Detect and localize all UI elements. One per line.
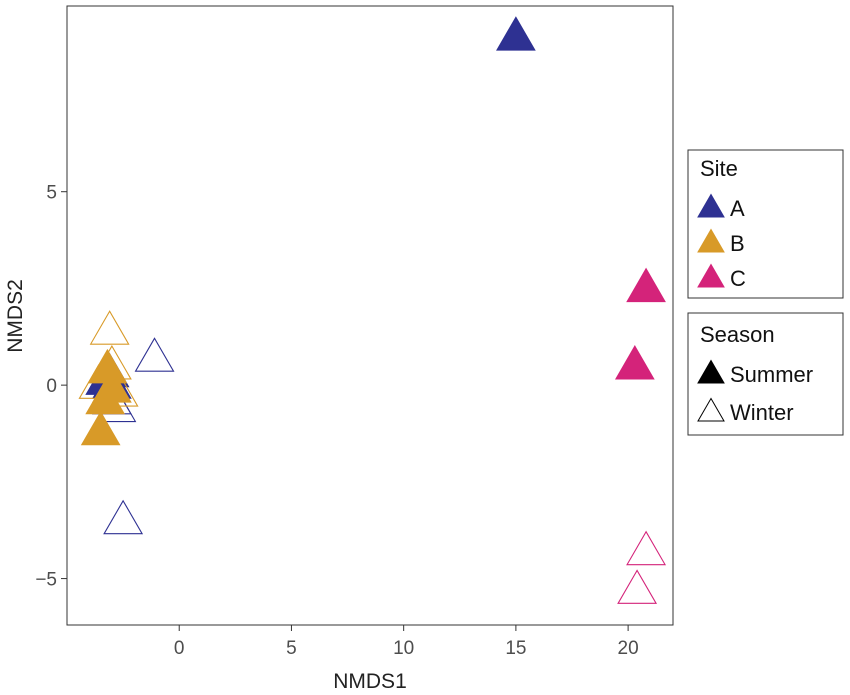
data-points xyxy=(78,16,667,604)
point-site-b-winter xyxy=(78,364,119,399)
point-site-b-winter xyxy=(98,372,139,407)
legend-season: Season Summer Winter xyxy=(687,312,844,436)
legend-site-c-symbol xyxy=(697,263,725,288)
x-axis: 0 5 10 15 20 xyxy=(174,625,639,659)
point-site-a-winter xyxy=(103,499,144,535)
y-tick-label: 5 xyxy=(46,183,57,204)
legend-site: Site ABC xyxy=(687,149,844,299)
point-site-c-summer xyxy=(614,345,655,380)
point-site-c-summer xyxy=(626,267,666,303)
x-tick-label: 10 xyxy=(393,638,414,659)
legend-season-summer-label: Summer xyxy=(730,362,813,387)
legend-site-b-label: B xyxy=(730,231,745,256)
legend-site-title: Site xyxy=(700,156,738,181)
y-tick-label: −5 xyxy=(35,570,57,591)
point-site-c-winter xyxy=(617,569,658,604)
legend-season-winter-symbol xyxy=(697,397,725,422)
legend-season-title: Season xyxy=(700,322,775,347)
point-site-a-summer xyxy=(496,16,536,51)
point-site-b-winter xyxy=(89,310,130,345)
point-site-a-winter xyxy=(134,337,175,372)
y-axis: −5 0 5 xyxy=(35,183,67,591)
legend-site-a-symbol xyxy=(697,193,725,218)
y-tick-label: 0 xyxy=(46,376,57,397)
point-site-b-winter xyxy=(91,344,132,380)
x-tick-label: 20 xyxy=(618,638,639,659)
x-tick-label: 15 xyxy=(505,638,526,659)
point-site-c-winter xyxy=(626,530,667,566)
legend-site-b-symbol xyxy=(697,228,725,253)
plot-panel xyxy=(66,5,674,626)
legend-site-c-label: C xyxy=(730,266,746,291)
legend-site-a-label: A xyxy=(730,196,745,221)
x-tick-label: 0 xyxy=(174,638,185,659)
point-site-b-summer xyxy=(80,410,121,446)
y-axis-title: NMDS2 xyxy=(4,279,27,353)
legend-season-winter-label: Winter xyxy=(730,400,794,425)
x-tick-label: 5 xyxy=(286,638,297,659)
x-axis-title: NMDS1 xyxy=(333,670,407,693)
legend-season-summer-symbol xyxy=(697,359,725,384)
